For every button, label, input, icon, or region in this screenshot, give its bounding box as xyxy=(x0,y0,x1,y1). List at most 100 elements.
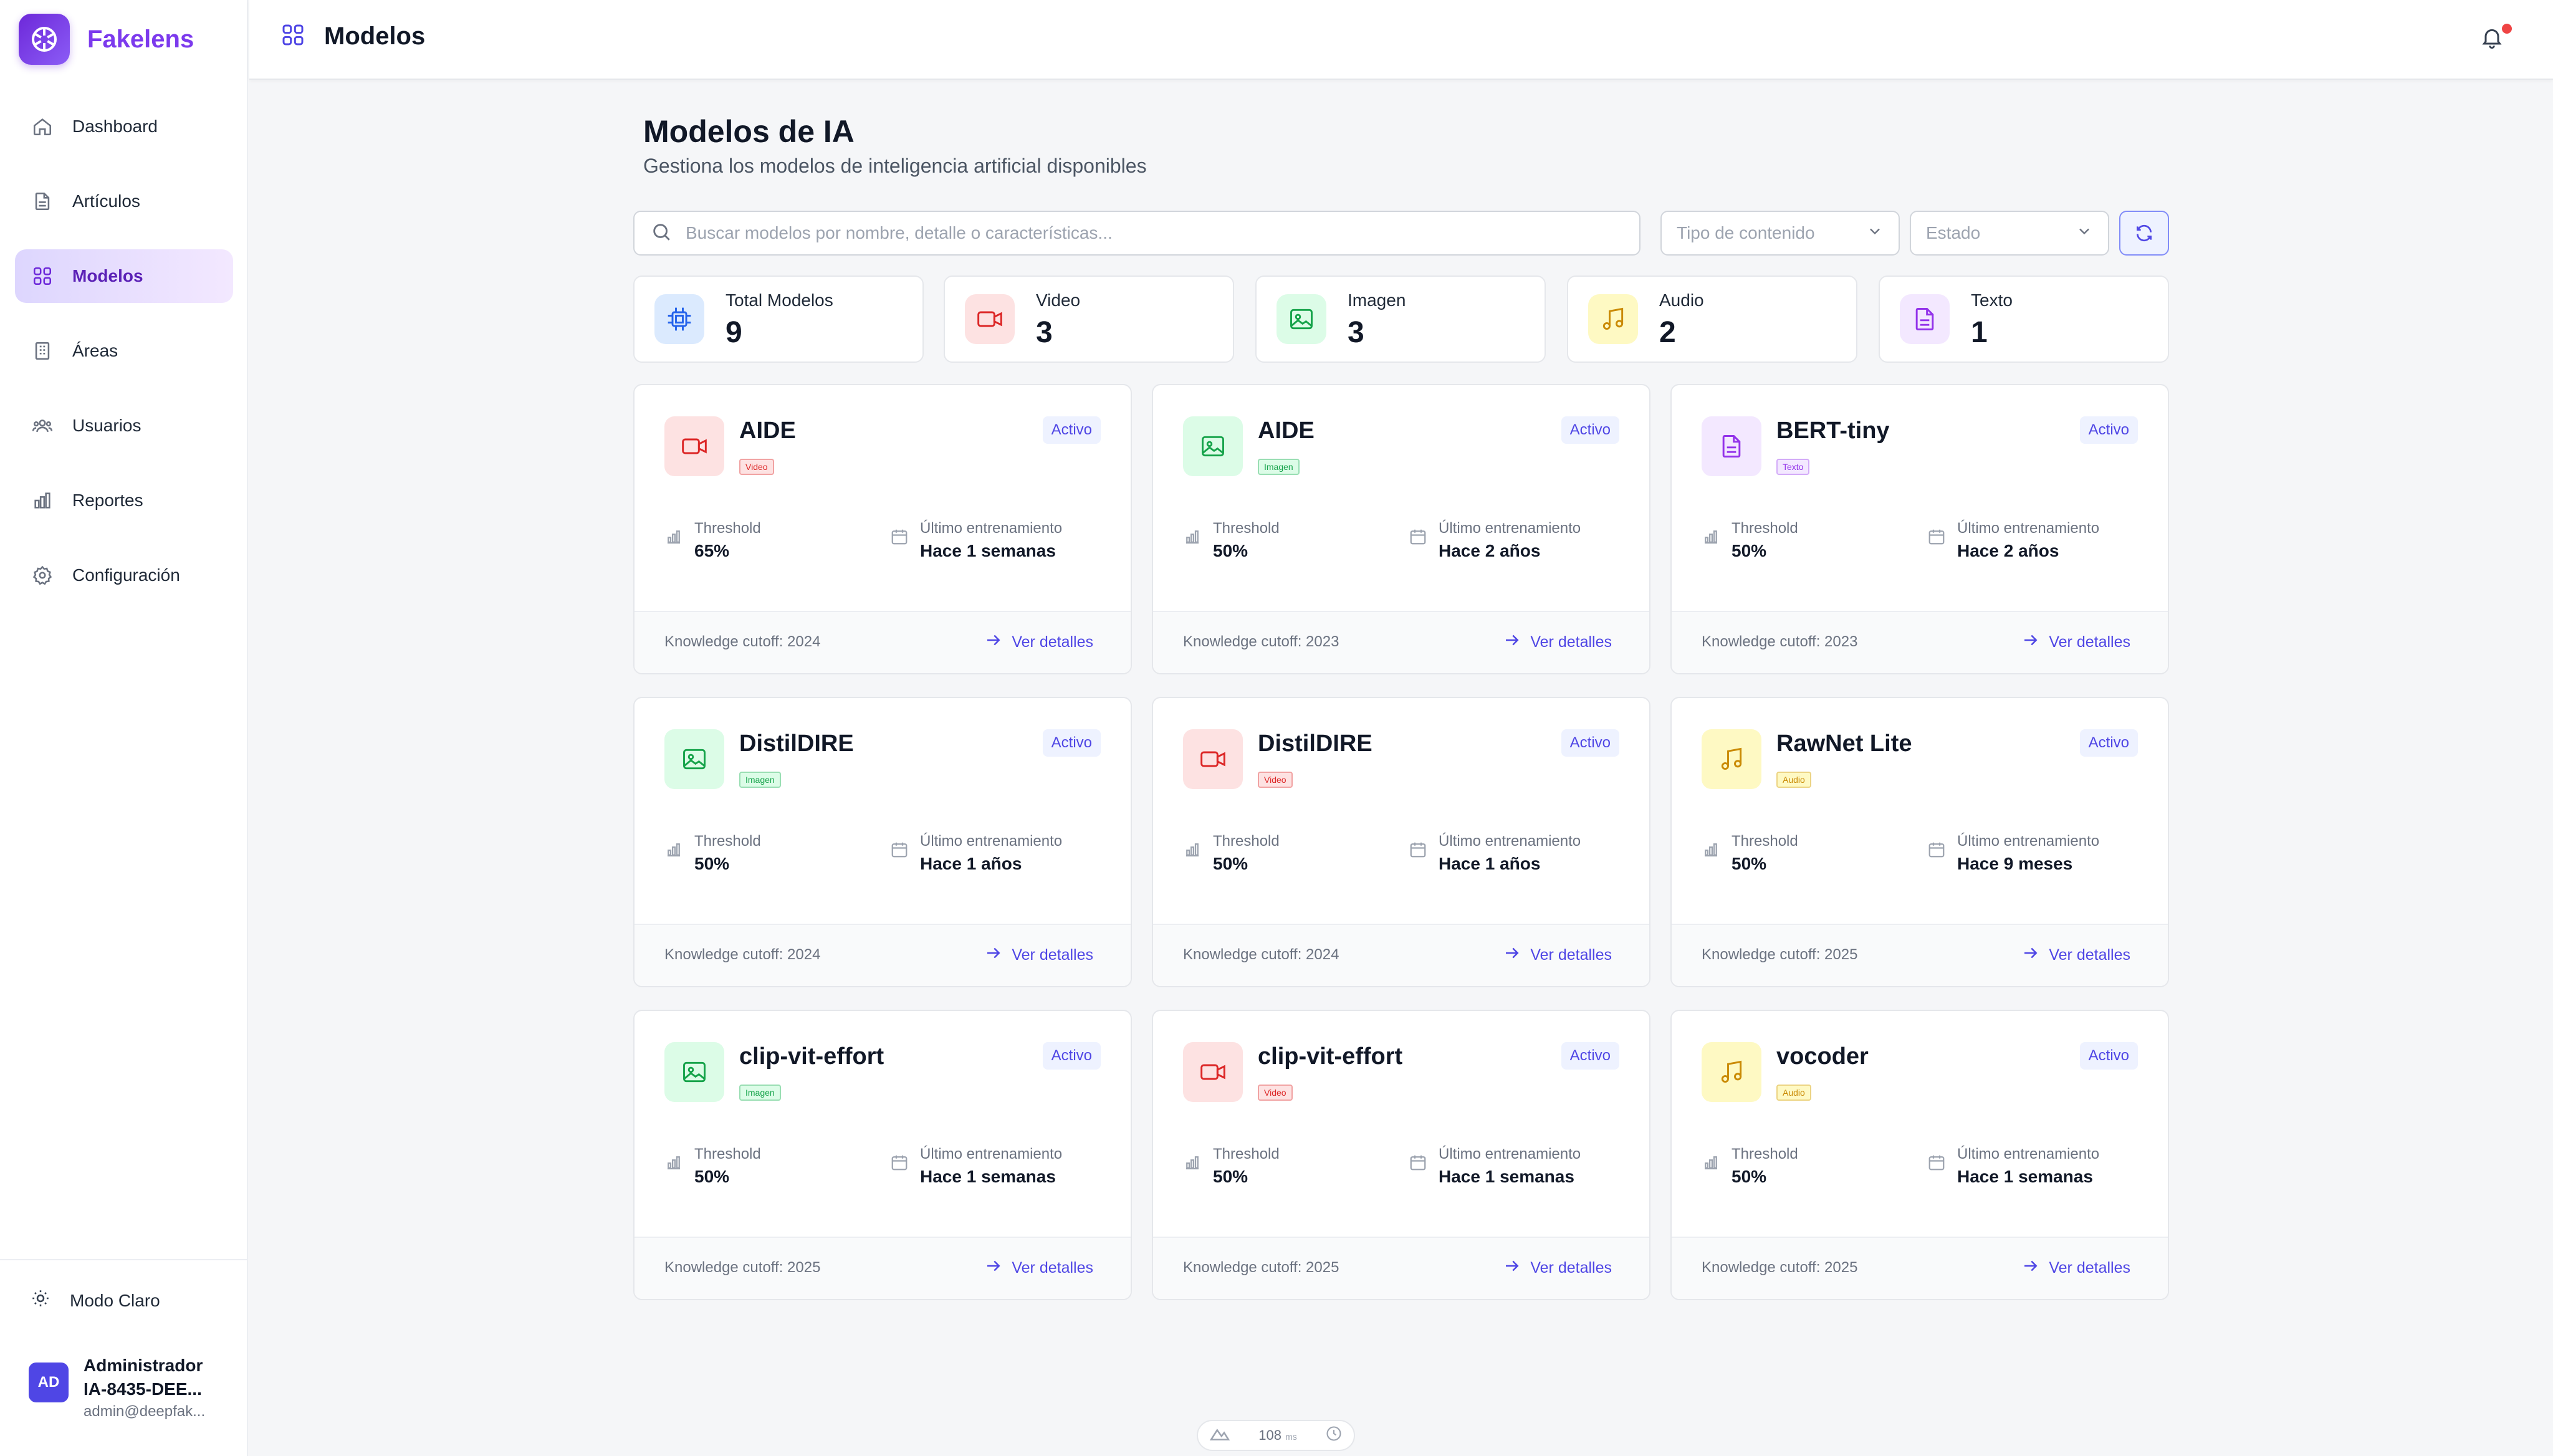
knowledge-cutoff: Knowledge cutoff: 2024 xyxy=(664,633,821,650)
last-training-value: Hace 1 semanas xyxy=(920,541,1056,560)
sidebar-item-label: Reportes xyxy=(72,491,143,510)
bar-chart-icon xyxy=(1183,1153,1202,1172)
view-details-label: Ver detalles xyxy=(1012,633,1093,651)
view-details-label: Ver detalles xyxy=(2049,946,2130,964)
knowledge-cutoff: Knowledge cutoff: 2025 xyxy=(1702,1259,1858,1276)
card-footer: Knowledge cutoff: 2024 Ver detalles xyxy=(1153,924,1649,986)
sidebar-item-usuarios[interactable]: Usuarios xyxy=(15,399,233,453)
model-card[interactable]: BERT-tiny Texto Activo Threshold 50% Último e… xyxy=(1670,384,2169,674)
stat-card-text: Texto 1 xyxy=(1879,275,2169,363)
view-details-link[interactable]: Ver detalles xyxy=(984,1257,1093,1280)
model-type-badge: Audio xyxy=(1776,1085,1811,1101)
view-details-link[interactable]: Ver detalles xyxy=(984,944,1093,967)
calendar-icon xyxy=(890,840,909,859)
stat-value: 9 xyxy=(726,316,742,349)
view-details-label: Ver detalles xyxy=(1530,946,1612,964)
sidebar-item-label: Configuración xyxy=(72,565,180,585)
last-training-value: Hace 2 años xyxy=(1957,541,2059,560)
video-icon xyxy=(664,416,724,476)
model-type-badge: Imagen xyxy=(739,1085,781,1101)
last-training-label: Último entrenamiento xyxy=(920,833,1063,850)
notifications-button[interactable] xyxy=(2479,24,2512,55)
gear-icon xyxy=(30,563,55,588)
image-icon xyxy=(1276,294,1326,344)
model-card[interactable]: RawNet Lite Audio Activo Threshold 50% Último… xyxy=(1670,697,2169,987)
sidebar-item-areas[interactable]: Áreas xyxy=(15,324,233,378)
refresh-button[interactable] xyxy=(2119,211,2169,256)
view-details-link[interactable]: Ver detalles xyxy=(984,631,1093,654)
threshold-value: 50% xyxy=(1213,1167,1248,1186)
calendar-icon xyxy=(1927,527,1946,546)
threshold-label: Threshold xyxy=(694,833,761,850)
last-training-label: Último entrenamiento xyxy=(1439,833,1581,850)
view-details-link[interactable]: Ver detalles xyxy=(1503,631,1612,654)
model-name: DistilDIRE xyxy=(1258,730,1372,757)
video-icon xyxy=(1183,1042,1243,1102)
page-subtitle: Gestiona los modelos de inteligencia art… xyxy=(643,155,1147,177)
brand[interactable]: Fakelens xyxy=(19,14,194,65)
theme-toggle[interactable]: Modo Claro xyxy=(30,1288,160,1313)
model-name: BERT-tiny xyxy=(1776,418,1890,444)
building-icon xyxy=(30,338,55,363)
arrow-right-icon xyxy=(2021,1257,2040,1280)
bar-chart-icon xyxy=(1702,527,1720,546)
stat-label: Audio xyxy=(1659,290,1704,310)
sidebar-item-dashboard[interactable]: Dashboard xyxy=(15,100,233,153)
user-name: Administrador xyxy=(84,1356,203,1375)
model-card[interactable]: clip-vit-effort Video Activo Threshold 50% Úl… xyxy=(1152,1010,1650,1300)
sidebar-item-configuracion[interactable]: Configuración xyxy=(15,548,233,602)
sidebar-item-reportes[interactable]: Reportes xyxy=(15,474,233,527)
music-icon xyxy=(1702,729,1761,789)
calendar-icon xyxy=(1409,527,1427,546)
document-icon xyxy=(1702,416,1761,476)
view-details-link[interactable]: Ver detalles xyxy=(2021,631,2130,654)
view-details-link[interactable]: Ver detalles xyxy=(1503,1257,1612,1280)
user-id: IA-8435-DEE... xyxy=(84,1379,202,1399)
knowledge-cutoff: Knowledge cutoff: 2024 xyxy=(664,946,821,963)
content-type-value: Tipo de contenido xyxy=(1677,223,1815,242)
users-icon xyxy=(30,413,55,438)
model-card[interactable]: AIDE Imagen Activo Threshold 50% Último entre… xyxy=(1152,384,1650,674)
model-card[interactable]: AIDE Video Activo Threshold 65% Último entren… xyxy=(633,384,1132,674)
threshold-label: Threshold xyxy=(1732,833,1798,850)
view-details-link[interactable]: Ver detalles xyxy=(2021,944,2130,967)
content-type-select[interactable]: Tipo de contenido xyxy=(1660,211,1900,256)
arrow-right-icon xyxy=(1503,1257,1521,1280)
model-card[interactable]: clip-vit-effort Imagen Activo Threshold 50% Ú… xyxy=(633,1010,1132,1300)
view-details-link[interactable]: Ver detalles xyxy=(1503,944,1612,967)
sidebar-item-label: Áreas xyxy=(72,341,118,360)
sidebar-item-modelos[interactable]: Modelos xyxy=(15,249,233,303)
status-badge: Activo xyxy=(1042,1042,1101,1070)
threshold-label: Threshold xyxy=(1213,1146,1280,1162)
music-icon xyxy=(1702,1042,1761,1102)
model-card[interactable]: vocoder Audio Activo Threshold 50% Último ent… xyxy=(1670,1010,2169,1300)
model-name: RawNet Lite xyxy=(1776,730,1912,757)
search-input[interactable]: Buscar modelos por nombre, detalle o car… xyxy=(633,211,1641,256)
sidebar-item-label: Usuarios xyxy=(72,416,141,435)
last-training-value: Hace 2 años xyxy=(1439,541,1541,560)
page-title: Modelos de IA xyxy=(643,114,855,149)
view-details-link[interactable]: Ver detalles xyxy=(2021,1257,2130,1280)
mountain-icon xyxy=(1209,1425,1230,1446)
search-placeholder: Buscar modelos por nombre, detalle o car… xyxy=(686,223,1113,242)
model-name: AIDE xyxy=(1258,418,1315,444)
status-select[interactable]: Estado xyxy=(1910,211,2109,256)
sidebar: Fakelens Dashboard Artículos Modelos Áre… xyxy=(0,0,248,1456)
user-profile[interactable]: AD Administrador IA-8435-DEE... admin@de… xyxy=(29,1354,221,1422)
stat-card-video: Video 3 xyxy=(944,275,1234,363)
stat-card-total: Total Modelos 9 xyxy=(633,275,924,363)
card-footer: Knowledge cutoff: 2024 Ver detalles xyxy=(635,924,1131,986)
card-footer: Knowledge cutoff: 2025 Ver detalles xyxy=(1672,924,2168,986)
view-details-label: Ver detalles xyxy=(1012,1259,1093,1276)
knowledge-cutoff: Knowledge cutoff: 2025 xyxy=(1702,946,1858,963)
stat-value: 1 xyxy=(1971,316,1988,349)
last-training-label: Último entrenamiento xyxy=(1439,520,1581,537)
status-badge: Activo xyxy=(2079,729,2138,757)
model-card[interactable]: DistilDIRE Video Activo Threshold 50% Último … xyxy=(1152,697,1650,987)
model-card[interactable]: DistilDIRE Imagen Activo Threshold 50% Último… xyxy=(633,697,1132,987)
status-badge: Activo xyxy=(1561,729,1619,757)
stat-label: Video xyxy=(1036,290,1081,310)
bar-chart-icon xyxy=(1183,527,1202,546)
sidebar-item-articulos[interactable]: Artículos xyxy=(15,175,233,228)
view-details-label: Ver detalles xyxy=(2049,1259,2130,1276)
